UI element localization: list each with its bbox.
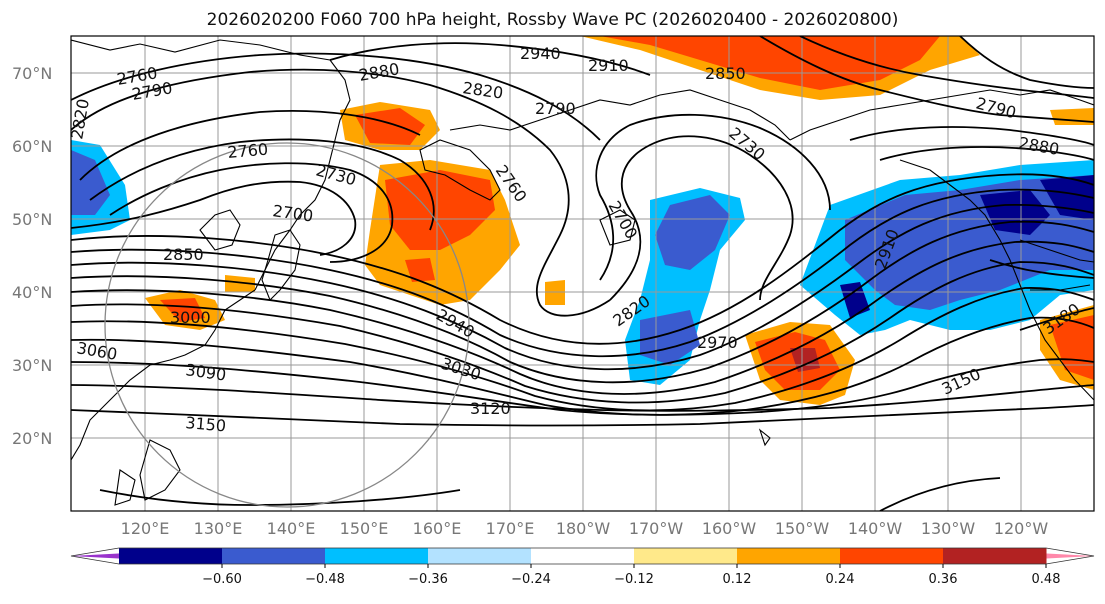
colorbar-cell	[943, 548, 1047, 564]
lon-label: 180°W	[556, 519, 611, 538]
contour-label: 2940	[520, 44, 561, 63]
contour-label: 2850	[705, 64, 746, 83]
colorbar-cell	[737, 548, 841, 564]
contour-label: 2910	[588, 56, 629, 75]
graticule	[71, 36, 1094, 511]
colorbar-tick-label: −0.36	[408, 572, 448, 587]
lon-label: 160°W	[702, 519, 757, 538]
colorbar-tick-label: 0.24	[826, 572, 855, 587]
contour-label: 2790	[535, 99, 576, 118]
colorbar-tick-label: 0.36	[929, 572, 958, 587]
longitude-labels: 120°E 130°E 140°E 150°E 160°E 170°E 180°…	[121, 519, 1049, 538]
lat-label: 70°N	[12, 64, 52, 83]
map-frame	[70, 35, 1095, 512]
lon-label: 140°W	[848, 519, 903, 538]
positive-anomaly-shading	[145, 36, 1094, 405]
colorbar-tick-label: 0.12	[723, 572, 752, 587]
lon-label: 160°E	[413, 519, 462, 538]
latitude-labels: 70°N 60°N 50°N 40°N 30°N 20°N	[12, 64, 52, 448]
contour-label: 3120	[470, 399, 511, 418]
lon-label: 170°E	[486, 519, 535, 538]
contour-label: 2850	[163, 245, 204, 264]
colorbar-cells	[70, 547, 1095, 565]
lat-label: 20°N	[12, 429, 52, 448]
contour-label: 3000	[170, 308, 211, 327]
colorbar-cell	[531, 548, 635, 564]
lat-label: 50°N	[12, 210, 52, 229]
colorbar-cell	[840, 548, 944, 564]
lat-label: 30°N	[12, 356, 52, 375]
colorbar-cell	[634, 548, 738, 564]
colorbar-cell	[325, 548, 429, 564]
colorbar-cell	[119, 548, 223, 564]
lon-label: 120°W	[994, 519, 1049, 538]
lon-label: 150°E	[340, 519, 389, 538]
lon-label: 130°E	[194, 519, 243, 538]
colorbar-tick-label: −0.48	[305, 572, 345, 587]
colorbar-tick-label: 0.48	[1032, 572, 1061, 587]
colorbar-cell	[428, 548, 532, 564]
lon-label: 130°W	[921, 519, 976, 538]
colorbar-tick-label: −0.60	[202, 572, 242, 587]
contour-label: 2760	[227, 140, 269, 162]
great-circle-outline	[104, 142, 470, 508]
lon-label: 150°W	[775, 519, 830, 538]
map-title: 2026020200 F060 700 hPa height, Rossby W…	[206, 10, 899, 30]
colorbar-cell	[222, 548, 326, 564]
lon-label: 140°E	[267, 519, 316, 538]
lon-label: 120°E	[121, 519, 170, 538]
colorbar-outline	[70, 547, 1095, 565]
lon-label: 170°W	[629, 519, 684, 538]
colorbar-tick-label: −0.12	[614, 572, 654, 587]
height-contours	[71, 36, 1094, 511]
colorbar-tick-label: −0.24	[511, 572, 551, 587]
contour-label: 3150	[185, 413, 227, 435]
colorbar-ticks: −0.60 −0.48 −0.36 −0.24 −0.12 0.12 0.24 0.36 0.4…	[202, 564, 1061, 587]
lat-label: 60°N	[12, 137, 52, 156]
contour-label: 2970	[697, 333, 738, 352]
colorbar: −0.60 −0.48 −0.36 −0.24 −0.12 0.12 0.24 0.36 0.4…	[70, 547, 1095, 587]
lat-label: 40°N	[12, 283, 52, 302]
